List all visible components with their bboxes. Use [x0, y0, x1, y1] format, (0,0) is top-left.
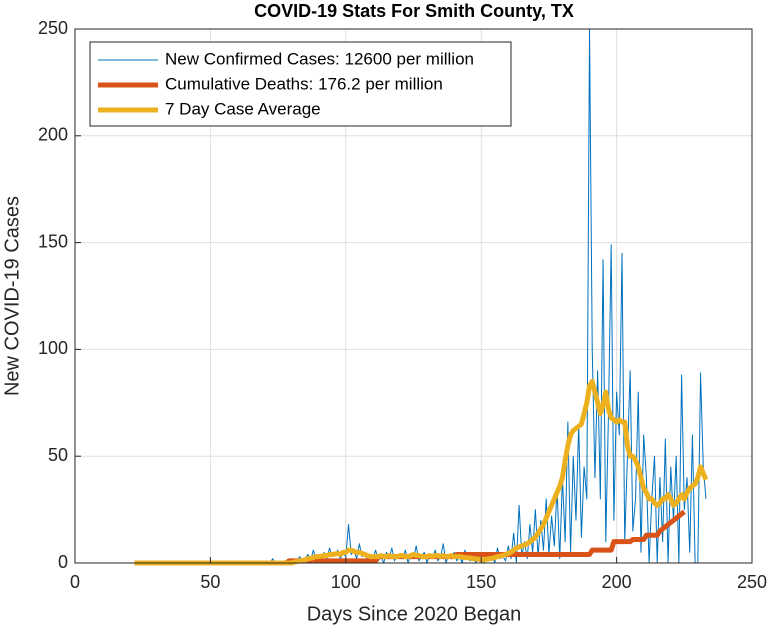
x-tick-label: 200 [602, 572, 632, 592]
x-tick-label: 100 [331, 572, 361, 592]
legend-label: 7 Day Case Average [165, 99, 321, 118]
y-tick-label: 250 [38, 18, 68, 38]
x-axis-label: Days Since 2020 Began [307, 603, 522, 625]
x-tick-label: 50 [200, 572, 220, 592]
legend-box [89, 41, 512, 127]
legend-label: New Confirmed Cases: 12600 per million [165, 49, 474, 68]
y-tick-label: 100 [38, 338, 68, 358]
chart-title: COVID-19 Stats For Smith County, TX [254, 1, 574, 21]
y-axis-label: New COVID-19 Cases [1, 196, 23, 396]
legend: New Confirmed Cases: 12600 per million Cu… [89, 41, 512, 127]
axes-box [74, 28, 753, 564]
y-tick-label: 0 [58, 552, 68, 572]
x-tick-label: 150 [466, 572, 496, 592]
x-tick-label: 0 [70, 572, 80, 592]
x-tick-label: 250 [737, 572, 767, 592]
y-tick-label: 200 [38, 125, 68, 145]
y-tick-label: 150 [38, 231, 68, 251]
ticks: 0 50 100 150 200 250 0 50 100 150 200 250 [38, 18, 767, 592]
y-tick-label: 50 [48, 445, 68, 465]
legend-label: Cumulative Deaths: 176.2 per million [165, 74, 443, 93]
